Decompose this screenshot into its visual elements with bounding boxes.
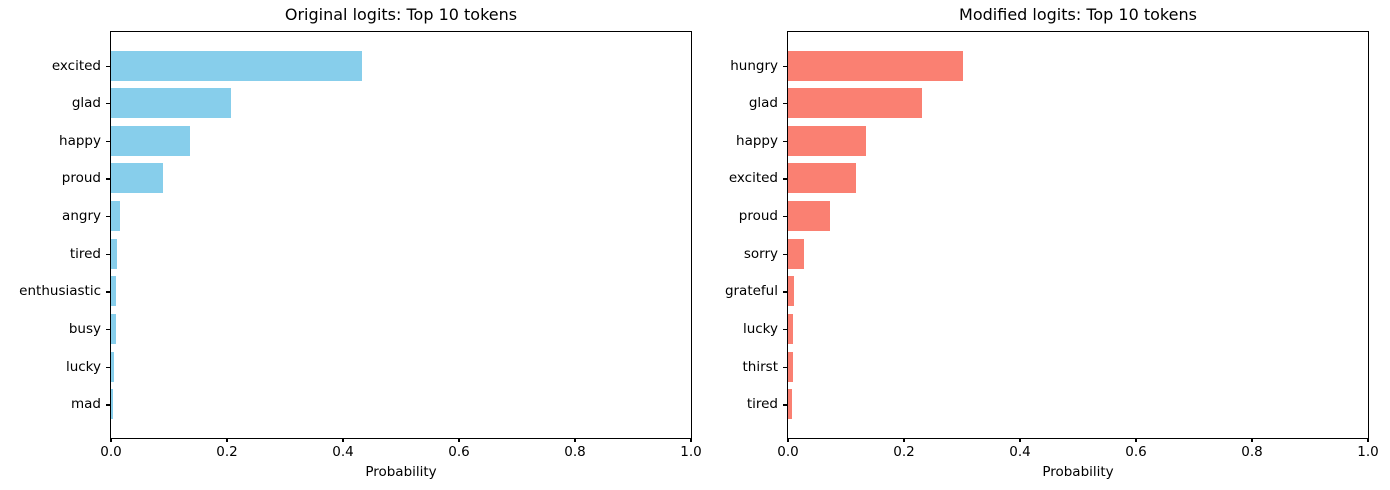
x-tick [903, 438, 905, 442]
x-axis-label: Probability [1042, 464, 1114, 480]
y-tick [783, 216, 787, 218]
y-tick-label: hungry [730, 57, 778, 74]
x-tick [1251, 438, 1253, 442]
y-tick-label: tired [69, 245, 101, 262]
x-axis-label: Probability [365, 464, 437, 480]
y-tick [106, 103, 110, 105]
x-tick [110, 438, 112, 442]
x-tick-label: 0.8 [1241, 444, 1263, 460]
bar [111, 314, 117, 345]
x-tick-label: 0.8 [564, 444, 586, 460]
y-tick [106, 253, 110, 255]
x-tick-label: 0.0 [100, 444, 122, 460]
bar [111, 125, 190, 156]
bar [788, 125, 867, 156]
bar [111, 50, 363, 81]
x-tick-label: 1.0 [1357, 444, 1379, 460]
x-tick [1367, 438, 1369, 442]
x-tick-label: 0.4 [1009, 444, 1031, 460]
y-tick-label: tired [746, 396, 778, 413]
y-tick [106, 291, 110, 293]
y-tick-label: happy [59, 132, 101, 149]
y-tick [106, 329, 110, 331]
y-tick [783, 178, 787, 180]
x-tick [1135, 438, 1137, 442]
modified-logits-chart: Modified logits: Top 10 tokens Probabili… [725, 5, 1379, 480]
original-logits-chart: Original logits: Top 10 tokens Probabili… [19, 5, 702, 480]
x-tick [458, 438, 460, 442]
bar [111, 163, 164, 194]
x-tick [690, 438, 692, 442]
y-tick-label: sorry [743, 245, 778, 262]
x-tick-label: 0.0 [777, 444, 799, 460]
y-tick [783, 103, 787, 105]
y-tick [783, 329, 787, 331]
x-tick-label: 0.2 [893, 444, 915, 460]
y-tick-label: happy [736, 132, 778, 149]
y-tick [783, 366, 787, 368]
bar [111, 88, 232, 119]
bar [788, 238, 804, 269]
bar [111, 351, 115, 382]
y-tick-label: proud [738, 208, 778, 225]
y-tick [106, 216, 110, 218]
x-tick-label: 0.6 [1125, 444, 1147, 460]
bar [788, 201, 831, 232]
bar [111, 201, 120, 232]
x-tick-label: 0.2 [216, 444, 238, 460]
y-tick [106, 140, 110, 142]
y-tick-label: mad [71, 396, 101, 413]
bar [788, 50, 964, 81]
y-tick-label: busy [68, 321, 101, 338]
y-tick [783, 404, 787, 406]
bar [111, 276, 117, 307]
y-tick [106, 65, 110, 67]
y-tick [106, 404, 110, 406]
x-tick-label: 1.0 [680, 444, 702, 460]
x-tick [342, 438, 344, 442]
y-tick [783, 291, 787, 293]
bar [111, 389, 114, 420]
y-tick-label: thirst [742, 358, 778, 375]
x-tick [574, 438, 576, 442]
y-tick-label: proud [61, 170, 101, 187]
y-tick-label: excited [51, 57, 101, 74]
y-tick [106, 366, 110, 368]
x-tick [1019, 438, 1021, 442]
x-tick-label: 0.6 [448, 444, 470, 460]
y-tick-label: lucky [742, 321, 778, 338]
bar [788, 88, 922, 119]
bar [788, 389, 793, 420]
x-tick [226, 438, 228, 442]
bar [788, 276, 794, 307]
bar [788, 163, 856, 194]
bar [788, 314, 794, 345]
y-tick-label: angry [62, 208, 101, 225]
y-tick [783, 140, 787, 142]
bar [111, 238, 117, 269]
chart-title: Original logits: Top 10 tokens [284, 5, 518, 24]
y-tick [783, 253, 787, 255]
bar [788, 351, 793, 382]
y-tick-label: glad [748, 95, 778, 112]
y-tick [106, 178, 110, 180]
y-tick [783, 65, 787, 67]
x-tick-label: 0.4 [332, 444, 354, 460]
y-tick-label: lucky [65, 358, 101, 375]
chart-title: Modified logits: Top 10 tokens [959, 5, 1197, 24]
y-tick-label: enthusiastic [19, 283, 101, 300]
y-tick-label: glad [71, 95, 101, 112]
x-tick [787, 438, 789, 442]
y-tick-label: grateful [724, 283, 778, 300]
y-tick-label: excited [728, 170, 778, 187]
